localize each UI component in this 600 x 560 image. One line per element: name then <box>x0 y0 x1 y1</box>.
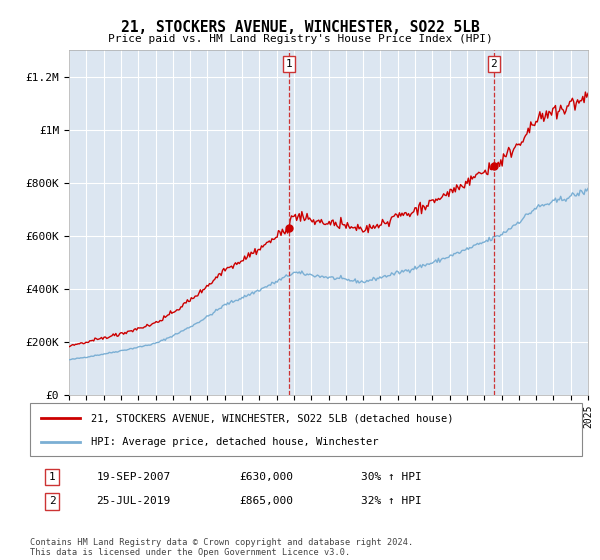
Text: £630,000: £630,000 <box>240 472 294 482</box>
Text: Contains HM Land Registry data © Crown copyright and database right 2024.
This d: Contains HM Land Registry data © Crown c… <box>30 538 413 557</box>
Text: £865,000: £865,000 <box>240 496 294 506</box>
Text: 2: 2 <box>49 496 55 506</box>
Text: Price paid vs. HM Land Registry's House Price Index (HPI): Price paid vs. HM Land Registry's House … <box>107 34 493 44</box>
Text: 21, STOCKERS AVENUE, WINCHESTER, SO22 5LB (detached house): 21, STOCKERS AVENUE, WINCHESTER, SO22 5L… <box>91 413 453 423</box>
Text: 25-JUL-2019: 25-JUL-2019 <box>96 496 170 506</box>
Text: 21, STOCKERS AVENUE, WINCHESTER, SO22 5LB: 21, STOCKERS AVENUE, WINCHESTER, SO22 5L… <box>121 20 479 35</box>
Text: 19-SEP-2007: 19-SEP-2007 <box>96 472 170 482</box>
Text: 2: 2 <box>491 59 497 69</box>
FancyBboxPatch shape <box>30 403 582 456</box>
Text: 30% ↑ HPI: 30% ↑ HPI <box>361 472 422 482</box>
Text: 1: 1 <box>286 59 292 69</box>
Text: 32% ↑ HPI: 32% ↑ HPI <box>361 496 422 506</box>
Text: 1: 1 <box>49 472 55 482</box>
Text: HPI: Average price, detached house, Winchester: HPI: Average price, detached house, Winc… <box>91 436 378 446</box>
